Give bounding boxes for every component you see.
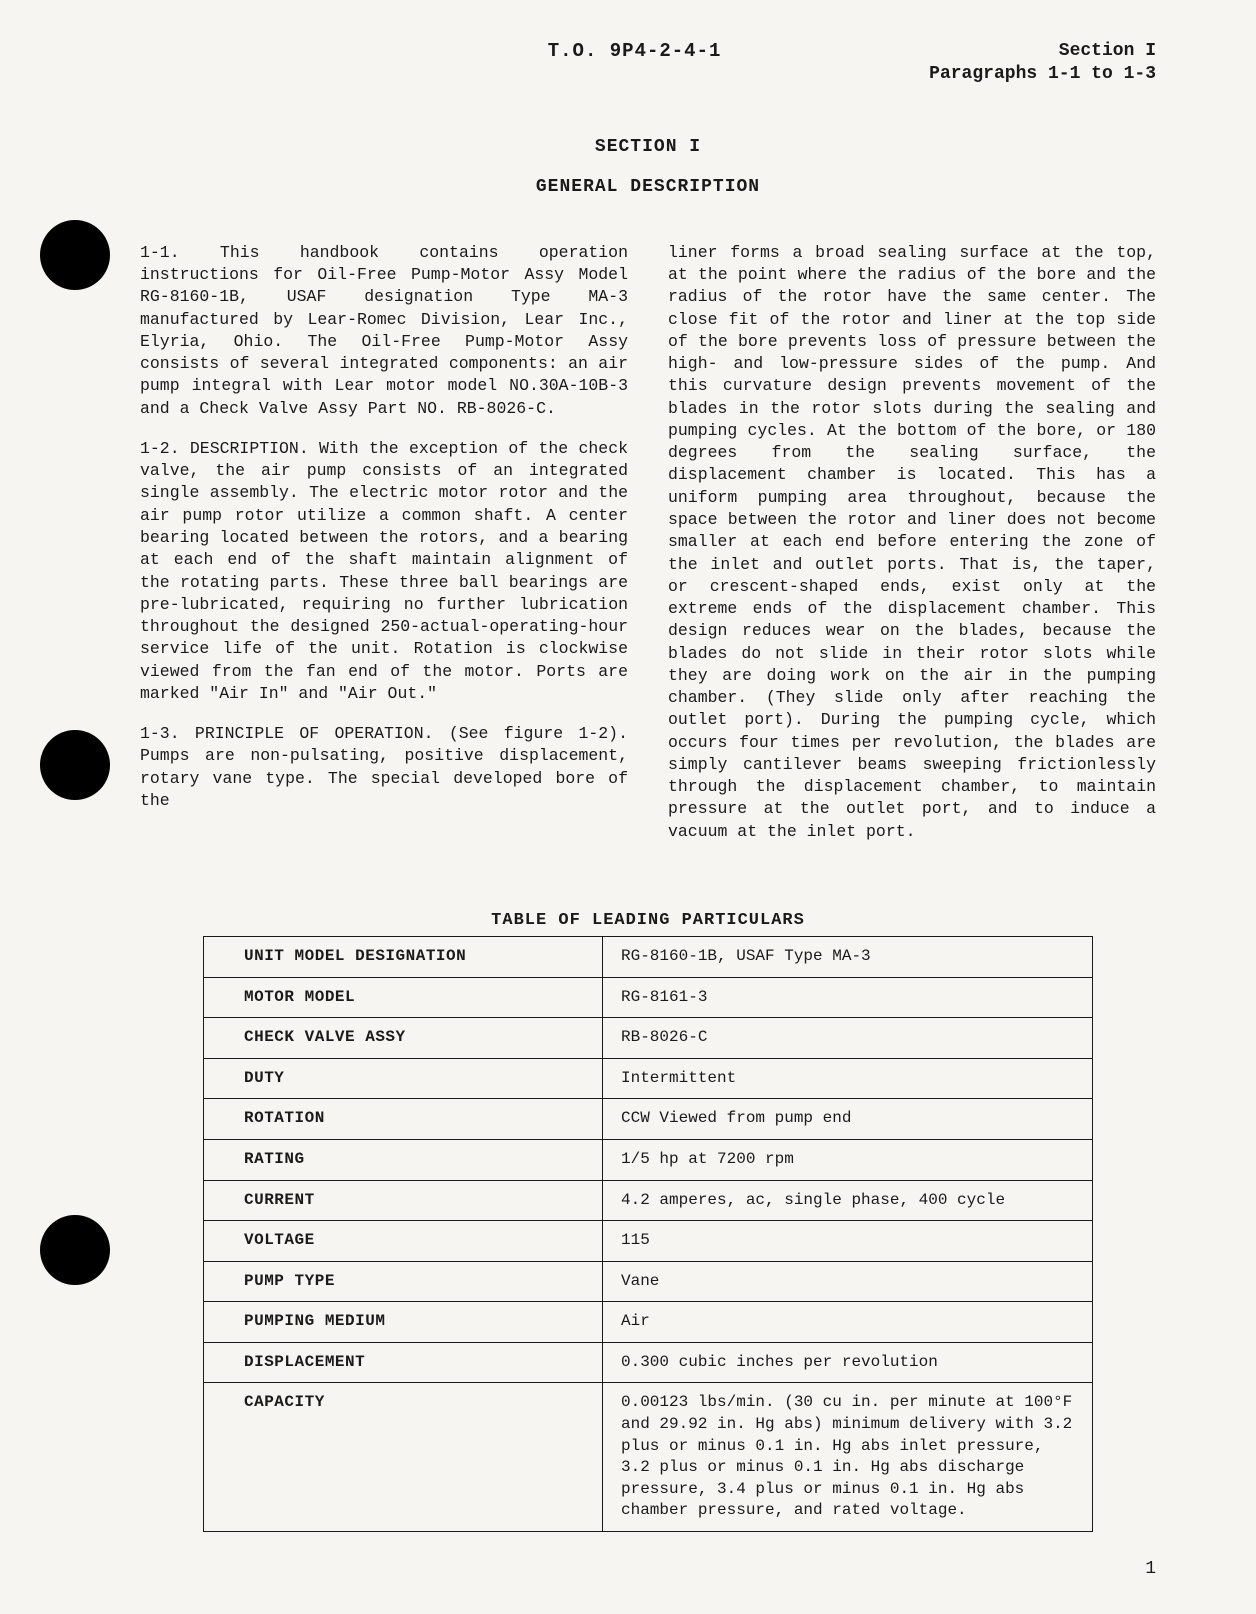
para-1-1: 1-1. This handbook contains operation in…: [140, 242, 628, 420]
table-row: CURRENT4.2 amperes, ac, single phase, 40…: [204, 1180, 1093, 1221]
table-label: DUTY: [204, 1058, 603, 1099]
table-label: PUMP TYPE: [204, 1261, 603, 1302]
table-label: ROTATION: [204, 1099, 603, 1140]
table-value: 0.300 cubic inches per revolution: [603, 1342, 1093, 1383]
left-column: 1-1. This handbook contains operation in…: [140, 242, 628, 861]
table-value: 115: [603, 1221, 1093, 1262]
para-continuation: liner forms a broad sealing surface at t…: [668, 242, 1156, 843]
table-row: PUMPING MEDIUMAir: [204, 1302, 1093, 1343]
table-value: 4.2 amperes, ac, single phase, 400 cycle: [603, 1180, 1093, 1221]
body-columns: 1-1. This handbook contains operation in…: [140, 242, 1156, 861]
section-subtitle: GENERAL DESCRIPTION: [140, 177, 1156, 197]
header-paragraphs: Paragraphs 1-1 to 1-3: [929, 63, 1156, 86]
document-page: T.O. 9P4-2-4-1 Section I Paragraphs 1-1 …: [0, 0, 1256, 1614]
table-label: MOTOR MODEL: [204, 977, 603, 1018]
table-label: RATING: [204, 1139, 603, 1180]
table-value: 1/5 hp at 7200 rpm: [603, 1139, 1093, 1180]
table-row: CAPACITY0.00123 lbs/min. (30 cu in. per …: [204, 1383, 1093, 1532]
table-label: CAPACITY: [204, 1383, 603, 1532]
table-label: UNIT MODEL DESIGNATION: [204, 936, 603, 977]
binder-hole: [40, 1215, 110, 1285]
table-value: CCW Viewed from pump end: [603, 1099, 1093, 1140]
para-1-2: 1-2. DESCRIPTION. With the exception of …: [140, 438, 628, 705]
table-label: CURRENT: [204, 1180, 603, 1221]
table-label: VOLTAGE: [204, 1221, 603, 1262]
table-row: UNIT MODEL DESIGNATIONRG-8160-1B, USAF T…: [204, 936, 1093, 977]
table-value: 0.00123 lbs/min. (30 cu in. per minute a…: [603, 1383, 1093, 1532]
table-row: ROTATIONCCW Viewed from pump end: [204, 1099, 1093, 1140]
table-value: Air: [603, 1302, 1093, 1343]
table-row: RATING1/5 hp at 7200 rpm: [204, 1139, 1093, 1180]
to-number: T.O. 9P4-2-4-1: [340, 40, 929, 62]
section-label: SECTION I: [140, 137, 1156, 157]
table-row: DISPLACEMENT0.300 cubic inches per revol…: [204, 1342, 1093, 1383]
table-value: RB-8026-C: [603, 1018, 1093, 1059]
table-value: Vane: [603, 1261, 1093, 1302]
header-section: Section I: [929, 40, 1156, 63]
table-row: CHECK VALVE ASSYRB-8026-C: [204, 1018, 1093, 1059]
binder-hole: [40, 730, 110, 800]
right-column: liner forms a broad sealing surface at t…: [668, 242, 1156, 861]
table-value: Intermittent: [603, 1058, 1093, 1099]
binder-hole: [40, 220, 110, 290]
table-label: CHECK VALVE ASSY: [204, 1018, 603, 1059]
table-row: VOLTAGE115: [204, 1221, 1093, 1262]
page-header: T.O. 9P4-2-4-1 Section I Paragraphs 1-1 …: [140, 40, 1156, 87]
page-number: 1: [1145, 1559, 1156, 1579]
table-value: RG-8160-1B, USAF Type MA-3: [603, 936, 1093, 977]
table-value: RG-8161-3: [603, 977, 1093, 1018]
table-title: TABLE OF LEADING PARTICULARS: [140, 911, 1156, 930]
table-label: PUMPING MEDIUM: [204, 1302, 603, 1343]
para-1-3: 1-3. PRINCIPLE OF OPERATION. (See figure…: [140, 723, 628, 812]
table-row: DUTYIntermittent: [204, 1058, 1093, 1099]
particulars-table: UNIT MODEL DESIGNATIONRG-8160-1B, USAF T…: [203, 936, 1093, 1532]
table-row: MOTOR MODELRG-8161-3: [204, 977, 1093, 1018]
header-right: Section I Paragraphs 1-1 to 1-3: [929, 40, 1156, 87]
table-label: DISPLACEMENT: [204, 1342, 603, 1383]
table-row: PUMP TYPEVane: [204, 1261, 1093, 1302]
